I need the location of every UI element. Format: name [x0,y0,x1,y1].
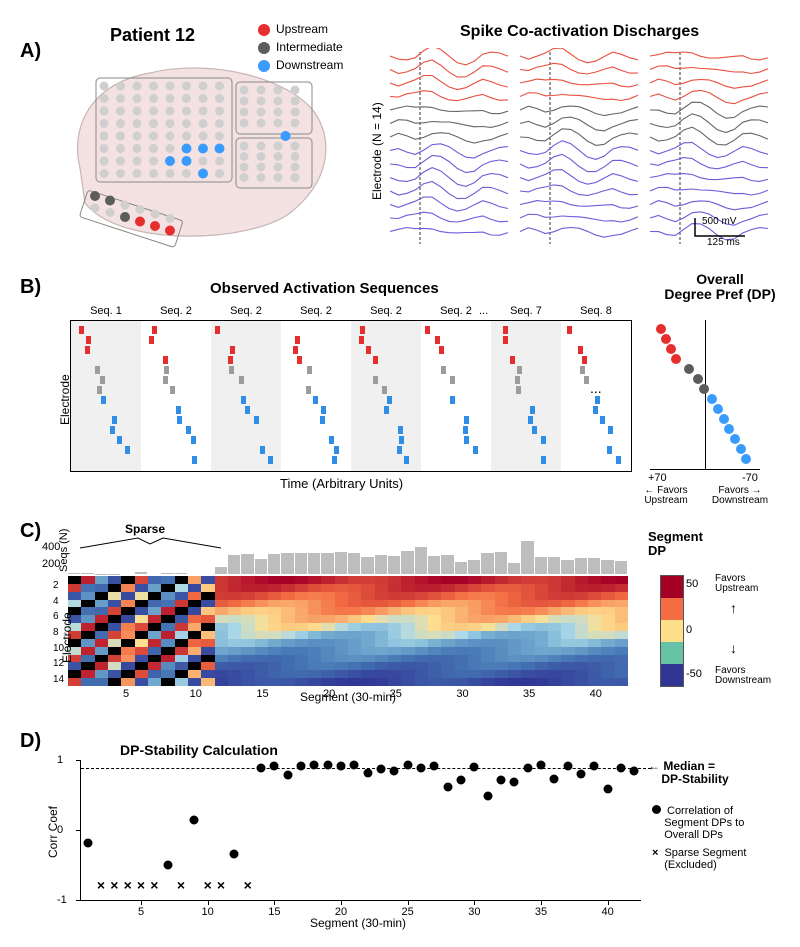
electrode-axis-label: Electrode (N = 14) [370,102,384,200]
brain-diagram [60,48,340,248]
panel-d-ylabel: Corr Coef [46,806,60,858]
panel-d-label: D) [20,730,41,753]
colorbar-title: SegmentDP [648,530,703,559]
legend-d: Correlation of Segment DPs to Overall DP… [652,805,746,877]
cbar-down: FavorsDownstream [715,666,771,686]
heatmap-ylabel: Electrode [60,612,74,663]
spike-title: Spike Co-activation Discharges [460,23,699,41]
heatmap-xlabel: Segment (30-min) [300,690,396,704]
scale-mv: 500 mV [702,216,736,227]
cbar-up: FavorsUpstream [715,574,758,594]
panel-b-xlabel: Time (Arbitrary Units) [280,476,403,491]
panel-b-ylabel: Electrode [58,374,72,425]
panel-c [68,540,628,710]
legend-circle: Correlation of Segment DPs to Overall DP… [652,805,744,841]
panel-c-label: C) [20,520,41,543]
dp-panel [650,320,760,470]
bar-y-400: 400 [42,541,60,553]
sparse-label: Sparse [125,522,165,536]
cbar-m50: -50 [686,668,702,680]
sparse-brace-icon [78,536,223,550]
panel-b-label: B) [20,276,41,299]
dp-plus70: +70 [648,472,667,484]
panel-d-xlabel: Segment (30-min) [310,916,406,930]
colorbar [660,575,684,687]
bar-y-200: 200 [42,558,60,570]
figure: A) Patient 12 Upstream Intermediate Down… [20,20,780,927]
panel-b-title: Observed Activation Sequences [210,280,439,297]
legend-upstream: Upstream [276,22,328,36]
panel-a-label: A) [20,40,41,63]
dp-minus70: -70 [742,472,758,484]
cbar-0: 0 [686,624,692,636]
down-arrow-icon: ↓ [730,640,737,656]
dp-title: OverallDegree Pref (DP) [660,272,780,303]
sequence-container: Seq. 1Seq. 2Seq. 2Seq. 2Seq. 2Seq. 2Seq.… [70,320,632,472]
ellipsis: ... [590,380,602,396]
scale-ms: 125 ms [707,237,740,248]
panel-d-title: DP-Stability Calculation [120,742,278,758]
panel-d-plot: -101510152025303540××××××××× [80,760,641,901]
legend-x: Sparse Segment (Excluded) [652,847,746,871]
median-label: ← Median = DP-Stability [648,760,729,786]
cbar-50: 50 [686,578,698,590]
patient-title: Patient 12 [110,25,195,46]
up-arrow-icon: ↑ [730,600,737,616]
heatmap [68,576,628,686]
dp-left-label: ← FavorsUpstream [638,486,694,506]
dp-right-label: Favors →Downstream [710,486,770,506]
